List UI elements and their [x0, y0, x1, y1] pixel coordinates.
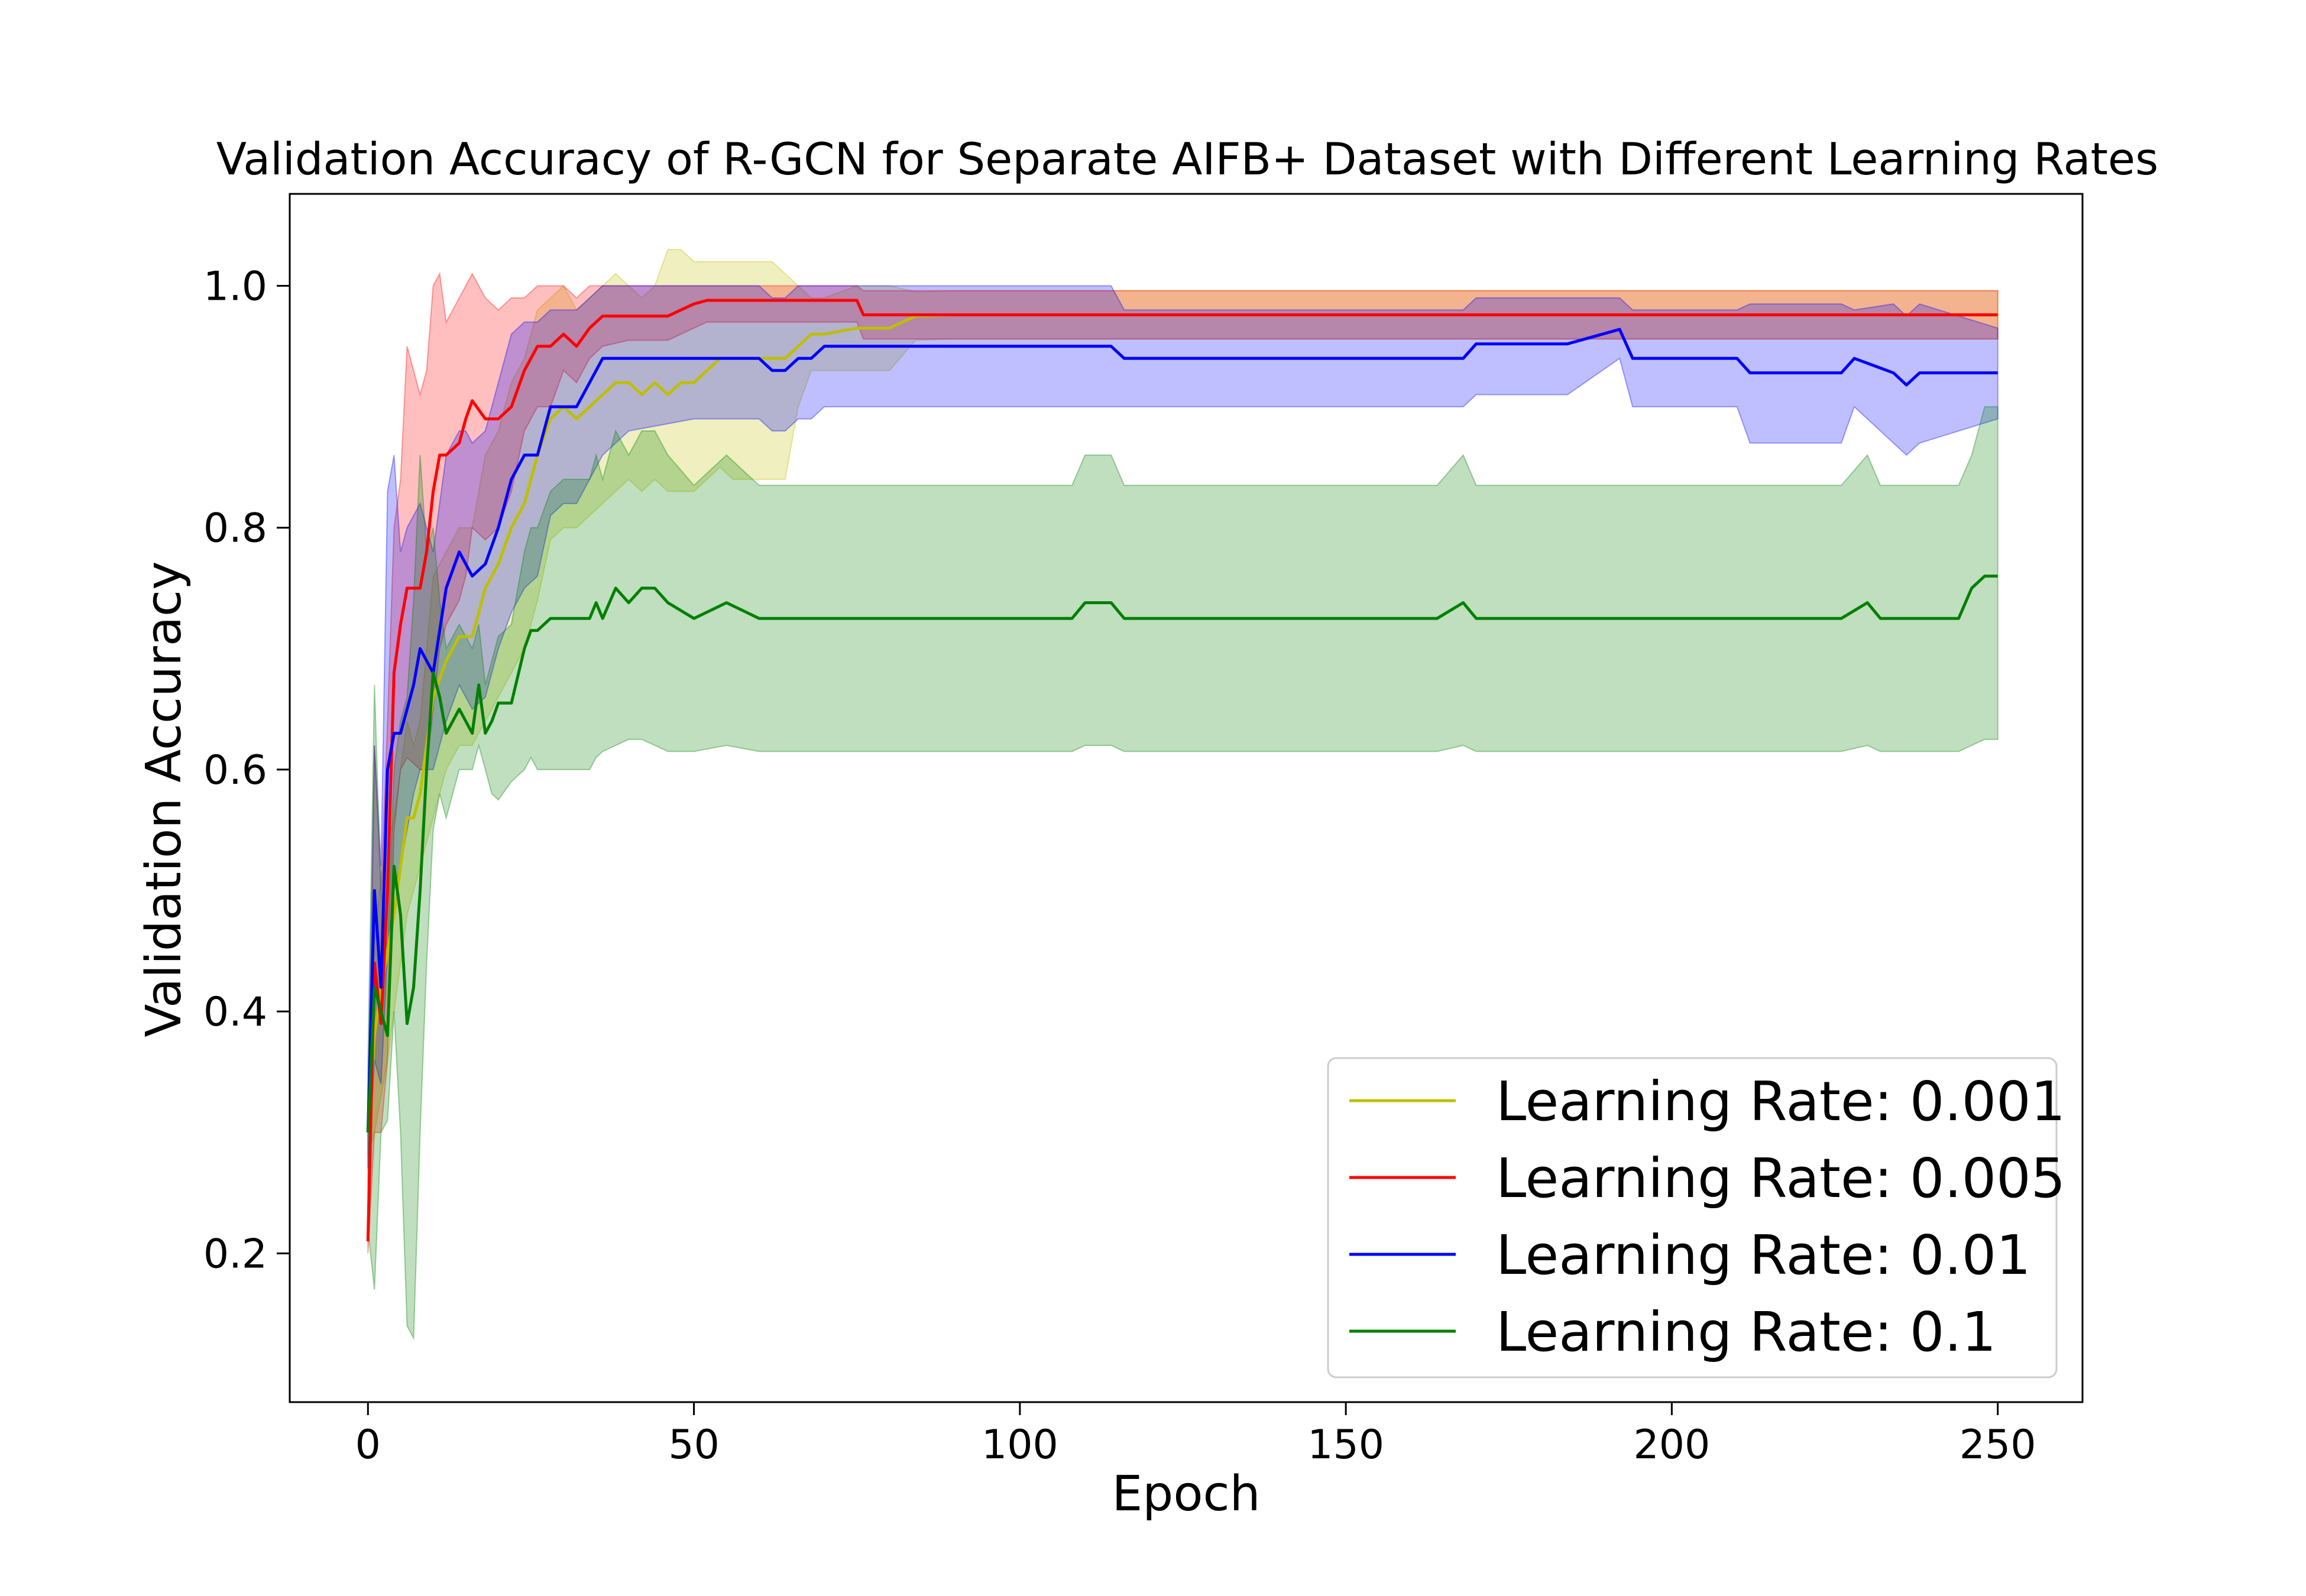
y-axis-label: Validation Accuracy	[136, 561, 192, 1037]
band-learning-rate-0-005	[367, 271, 1999, 1254]
legend: Learning Rate: 0.001 Learning Rate: 0.005…	[1327, 1057, 2065, 1378]
x-axis-ticks: 0 50 100 150 200 250	[355, 1402, 2036, 1468]
line-learning-rate-0-1	[366, 575, 1998, 1133]
y-tick-label: 0.4	[203, 989, 267, 1036]
series-lines	[366, 299, 1998, 1241]
y-tick-label: 0.6	[203, 747, 267, 794]
band-learning-rate-0-001	[367, 249, 1999, 1157]
y-axis-ticks: 0.2 0.4 0.6 0.8 1.0	[203, 263, 290, 1277]
x-tick-label: 200	[1633, 1422, 1710, 1468]
x-axis-label: Epoch	[1112, 1466, 1260, 1522]
legend-label: Learning Rate: 0.1	[1496, 1300, 1996, 1364]
y-tick-label: 0.8	[203, 505, 267, 552]
band-learning-rate-0-1	[367, 406, 1999, 1341]
x-tick-label: 100	[982, 1422, 1058, 1468]
x-tick-label: 250	[1960, 1422, 2036, 1468]
legend-label: Learning Rate: 0.01	[1496, 1224, 2031, 1287]
y-tick-label: 0.2	[203, 1231, 267, 1277]
y-tick-label: 1.0	[203, 263, 267, 310]
legend-label: Learning Rate: 0.005	[1496, 1147, 2065, 1210]
line-learning-rate-0-005	[366, 299, 1998, 1241]
legend-box	[1327, 1057, 2058, 1378]
plot-frame	[289, 193, 2084, 1403]
chart-title: Validation Accuracy of R-GCN for Separat…	[216, 133, 2159, 185]
line-learning-rate-0-01	[366, 327, 1998, 1133]
x-tick-label: 150	[1307, 1422, 1384, 1468]
line-learning-rate-0-001	[366, 313, 1998, 1133]
legend-label: Learning Rate: 0.001	[1496, 1070, 2065, 1133]
x-tick-label: 0	[355, 1422, 381, 1468]
x-tick-label: 50	[668, 1422, 720, 1468]
